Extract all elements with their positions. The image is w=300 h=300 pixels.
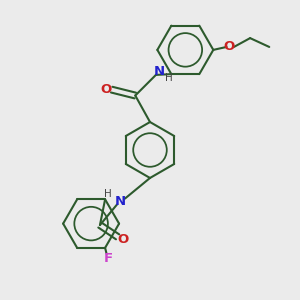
Text: F: F — [103, 252, 112, 265]
Text: N: N — [115, 195, 126, 208]
Text: O: O — [224, 40, 235, 53]
Text: H: H — [104, 189, 112, 199]
Text: H: H — [165, 73, 173, 83]
Text: N: N — [153, 65, 164, 79]
Text: O: O — [100, 83, 112, 96]
Text: O: O — [118, 233, 129, 246]
